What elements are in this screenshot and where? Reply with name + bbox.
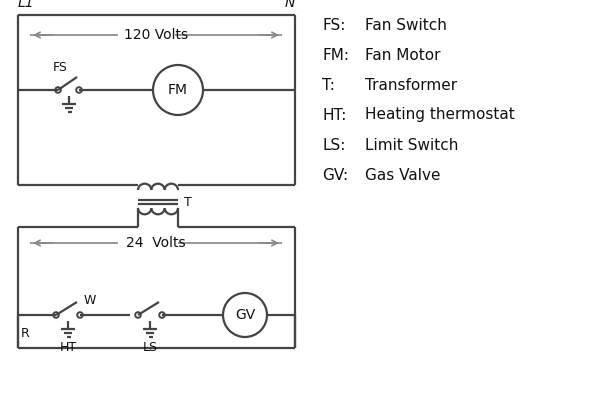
Text: Fan Switch: Fan Switch [365, 18, 447, 32]
Text: Fan Motor: Fan Motor [365, 48, 441, 62]
Text: FM:: FM: [322, 48, 349, 62]
Text: HT:: HT: [322, 108, 346, 122]
Text: N: N [284, 0, 295, 10]
Text: L1: L1 [18, 0, 35, 10]
Text: T: T [184, 196, 192, 208]
Text: R: R [21, 327, 30, 340]
Text: FM: FM [168, 83, 188, 97]
Text: Gas Valve: Gas Valve [365, 168, 441, 182]
Text: FS:: FS: [322, 18, 345, 32]
Text: FS: FS [53, 61, 67, 74]
Text: LS: LS [143, 341, 158, 354]
Text: GV:: GV: [322, 168, 348, 182]
Text: 24  Volts: 24 Volts [126, 236, 186, 250]
Text: Heating thermostat: Heating thermostat [365, 108, 514, 122]
Text: GV: GV [235, 308, 255, 322]
Text: Limit Switch: Limit Switch [365, 138, 458, 152]
Text: T:: T: [322, 78, 335, 92]
Text: Transformer: Transformer [365, 78, 457, 92]
Text: 120 Volts: 120 Volts [124, 28, 188, 42]
Text: HT: HT [60, 341, 77, 354]
Text: W: W [84, 294, 96, 307]
Text: LS:: LS: [322, 138, 345, 152]
